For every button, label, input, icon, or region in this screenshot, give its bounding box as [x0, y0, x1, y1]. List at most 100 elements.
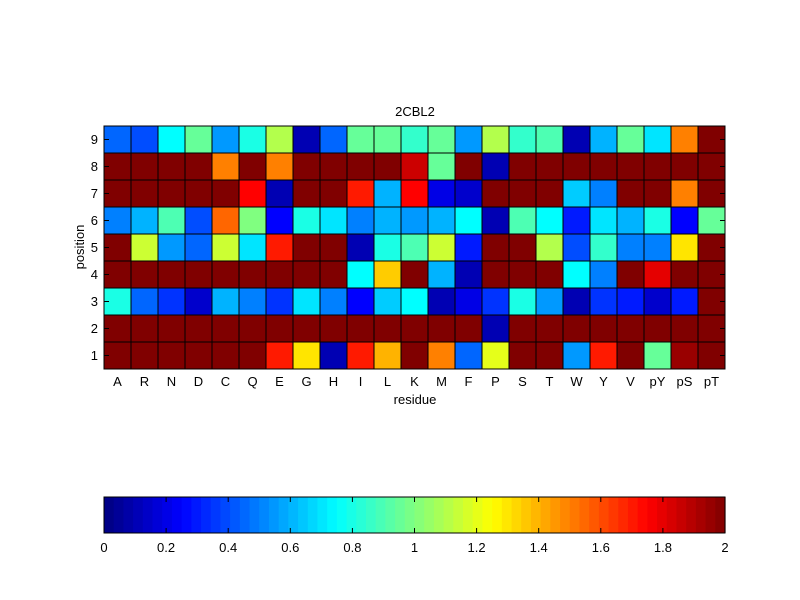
colorbar-segment [424, 497, 435, 533]
heatmap-cell [211, 260, 240, 289]
colorbar-segment [472, 497, 484, 533]
x-tick-label: K [410, 374, 419, 389]
heatmap-cell [427, 152, 456, 181]
heatmap-cell [562, 287, 591, 316]
heatmap-cell [211, 287, 240, 316]
x-tick-label: N [167, 374, 176, 389]
heatmap-cell [265, 287, 294, 316]
heatmap-cell [346, 314, 375, 343]
heatmap-cell [589, 314, 618, 343]
heatmap-cell [589, 341, 618, 370]
colorbar-segment [230, 497, 241, 533]
heatmap-cell [697, 233, 726, 262]
heatmap-cell [643, 179, 672, 208]
heatmap-cell [346, 125, 375, 154]
heatmap-cell [211, 152, 240, 181]
heatmap-cell [454, 179, 483, 208]
heatmap-cell [643, 125, 672, 154]
heatmap-cell [562, 152, 591, 181]
heatmap-cell [535, 341, 564, 370]
heatmap-cell [481, 152, 510, 181]
heatmap-cell [481, 341, 510, 370]
colorbar-segment [647, 497, 658, 533]
x-tick-label: C [221, 374, 230, 389]
heatmap-cell [535, 179, 564, 208]
colorbar-segment [152, 497, 163, 533]
colorbar-segment [395, 497, 406, 533]
heatmap-cell [616, 341, 645, 370]
heatmap-cell [427, 341, 456, 370]
heatmap-cell [130, 233, 159, 262]
heatmap-cell [265, 179, 294, 208]
heatmap-cell [238, 260, 267, 289]
heatmap-cell [346, 152, 375, 181]
colorbar-segment [530, 497, 542, 533]
heatmap-cell [562, 179, 591, 208]
colorbar-segment [133, 497, 144, 533]
heatmap-cell [427, 314, 456, 343]
heatmap-cell [508, 314, 537, 343]
x-tick-label: E [275, 374, 284, 389]
heatmap-cell [427, 206, 456, 235]
y-tick-label: 7 [91, 186, 98, 201]
heatmap-cell [346, 287, 375, 316]
colorbar-tick-label: 0 [100, 540, 107, 555]
colorbar-segment [453, 497, 464, 533]
heatmap-cell [238, 287, 267, 316]
colorbar-segment [598, 497, 610, 533]
heatmap-cell [292, 152, 321, 181]
heatmap-cell [157, 125, 186, 154]
heatmap-cell [400, 233, 429, 262]
colorbar-segment [181, 497, 192, 533]
heatmap-cell [535, 233, 564, 262]
x-tick-label: V [626, 374, 635, 389]
heatmap-cell [670, 287, 699, 316]
heatmap-cell [184, 152, 213, 181]
heatmap-cell [535, 260, 564, 289]
heatmap-cell [238, 233, 267, 262]
heatmap-cell [535, 125, 564, 154]
colorbar-segment [307, 497, 319, 533]
heatmap-cell [238, 125, 267, 154]
colorbar-segment [113, 497, 125, 533]
heatmap-cell [319, 206, 348, 235]
heatmap-cell [319, 179, 348, 208]
colorbar-segment [123, 497, 134, 533]
colorbar-segment [298, 497, 309, 533]
heatmap-cell [346, 260, 375, 289]
colorbar-segment [511, 497, 522, 533]
colorbar-segment [346, 497, 357, 533]
x-tick-label: D [194, 374, 203, 389]
heatmap-cell [184, 233, 213, 262]
heatmap-cell [562, 125, 591, 154]
heatmap-cell [373, 125, 402, 154]
heatmap-cell [454, 152, 483, 181]
colorbar-segment [715, 497, 726, 533]
heatmap-cell [562, 233, 591, 262]
heatmap-cell [670, 233, 699, 262]
heatmap-cell [454, 314, 483, 343]
heatmap-cell [319, 314, 348, 343]
colorbar-segment [210, 497, 222, 533]
colorbar-tick-label: 0.2 [157, 540, 175, 555]
heatmap-cell [373, 206, 402, 235]
colorbar-tick-label: 0.6 [281, 540, 299, 555]
heatmap-cell [157, 314, 186, 343]
colorbar-segment [482, 497, 493, 533]
heatmap-cell [184, 287, 213, 316]
colorbar-segment [404, 497, 416, 533]
heatmap-cell [238, 152, 267, 181]
heatmap-cell [562, 314, 591, 343]
colorbar [104, 497, 726, 533]
heatmap-cell [373, 179, 402, 208]
heatmap-cell [346, 206, 375, 235]
heatmap-cell [508, 179, 537, 208]
colorbar-segment [336, 497, 348, 533]
heatmap-cell [400, 179, 429, 208]
colorbar-segment [162, 497, 173, 533]
colorbar-segment [249, 497, 260, 533]
x-tick-label: A [113, 374, 122, 389]
colorbar-segment [220, 497, 231, 533]
x-tick-label: W [570, 374, 583, 389]
heatmap-cell [130, 314, 159, 343]
